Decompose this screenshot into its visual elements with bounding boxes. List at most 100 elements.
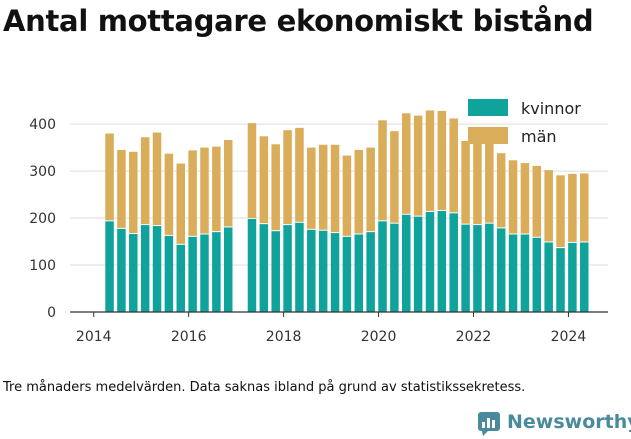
legend-label-kvinnor: kvinnor (521, 99, 581, 118)
bar-man (271, 144, 280, 231)
bar-kvinnor (544, 242, 553, 312)
bar-kvinnor (129, 234, 138, 312)
brand-name: Newsworthy (507, 411, 631, 433)
bar-kvinnor (473, 225, 482, 312)
newsworthy-logo-icon (478, 412, 500, 436)
bar-kvinnor (520, 234, 530, 312)
bar-kvinnor (556, 248, 565, 312)
bar-man (544, 170, 553, 242)
bar-man (105, 133, 114, 221)
legend-swatch-kvinnor (468, 99, 508, 116)
bar-man (140, 137, 150, 225)
y-tick-label: 0 (47, 305, 56, 321)
bar-kvinnor (402, 214, 411, 312)
chart-title: Antal mottagare ekonomiskt bistånd (3, 4, 594, 38)
bar-kvinnor (568, 242, 577, 312)
x-tick-label: 2016 (171, 329, 207, 345)
bar-man (580, 173, 589, 242)
bar-man (354, 149, 364, 234)
bar-kvinnor (461, 224, 470, 312)
bar-man (413, 115, 423, 216)
x-tick-label: 2024 (551, 329, 587, 345)
bar-man (485, 141, 494, 223)
bar-kvinnor (330, 233, 340, 312)
bar-man (461, 141, 470, 224)
bar-man (520, 163, 530, 234)
legend-swatch-man (468, 127, 508, 144)
bar-kvinnor (188, 236, 197, 312)
bar-kvinnor (247, 218, 257, 312)
x-tick-label: 2014 (76, 329, 112, 345)
bar-kvinnor (259, 224, 269, 312)
y-tick-label: 100 (29, 258, 56, 274)
bar-kvinnor (378, 221, 387, 312)
bar-man (259, 136, 269, 224)
footnote: Tre månaders medelvärden. Data saknas ib… (3, 380, 526, 395)
bars (105, 110, 589, 312)
bar-man (532, 165, 542, 237)
bar-kvinnor (140, 225, 150, 312)
bar-man (366, 147, 375, 232)
axes: 0 100 200 300 400 2014 2016 2018 2020 2022 2024 (29, 117, 608, 345)
bar-man (307, 147, 316, 229)
x-tick-label: 2020 (361, 329, 397, 345)
bar-kvinnor (342, 236, 352, 312)
bar-man (212, 146, 221, 232)
bar-man (129, 151, 138, 234)
bar-man (556, 175, 565, 248)
bar-kvinnor (508, 234, 518, 312)
y-tick-label: 400 (29, 117, 56, 133)
bar-kvinnor (485, 223, 494, 312)
bar-kvinnor (413, 216, 423, 312)
bar-kvinnor (307, 229, 316, 312)
bar-man (437, 110, 447, 210)
legend: kvinnor män (468, 99, 581, 146)
bar-man (449, 118, 458, 213)
bar-man (402, 113, 411, 214)
bar-man (283, 130, 292, 225)
bar-man (188, 150, 197, 236)
y-tick-label: 200 (29, 211, 56, 227)
y-tick-label: 300 (29, 164, 56, 180)
bar-kvinnor (200, 234, 209, 312)
bar-kvinnor (366, 232, 375, 312)
bar-man (342, 155, 352, 236)
bar-kvinnor (425, 211, 435, 312)
x-tick-label: 2022 (456, 329, 492, 345)
bar-kvinnor (449, 213, 458, 312)
bar-kvinnor (295, 222, 304, 312)
bar-kvinnor (318, 230, 328, 312)
bar-man (378, 120, 387, 221)
bar-man (318, 144, 328, 230)
bar-man (152, 132, 162, 226)
bar-man (473, 141, 482, 225)
bar-kvinnor (496, 228, 506, 312)
bar-man (496, 153, 506, 228)
x-tick-label: 2018 (266, 329, 302, 345)
bar-man (568, 173, 577, 242)
bar-man (425, 110, 435, 211)
bar-kvinnor (354, 234, 364, 312)
bar-kvinnor (105, 221, 114, 312)
bar-kvinnor (164, 235, 174, 312)
bar-kvinnor (152, 226, 162, 312)
bar-kvinnor (176, 244, 186, 312)
bar-kvinnor (580, 242, 589, 312)
bar-man (508, 160, 518, 234)
bar-kvinnor (223, 227, 233, 312)
bar-man (200, 147, 209, 234)
bar-kvinnor (532, 237, 542, 312)
bar-man (117, 149, 126, 228)
bar-kvinnor (283, 225, 292, 312)
bar-kvinnor (117, 228, 126, 312)
bar-man (223, 140, 233, 227)
bar-man (390, 131, 399, 223)
bar-kvinnor (437, 211, 447, 312)
bar-kvinnor (212, 232, 221, 312)
bar-man (247, 123, 257, 218)
bar-kvinnor (390, 223, 399, 312)
bar-man (176, 163, 186, 244)
bar-man (295, 127, 304, 222)
bar-man (164, 153, 174, 235)
